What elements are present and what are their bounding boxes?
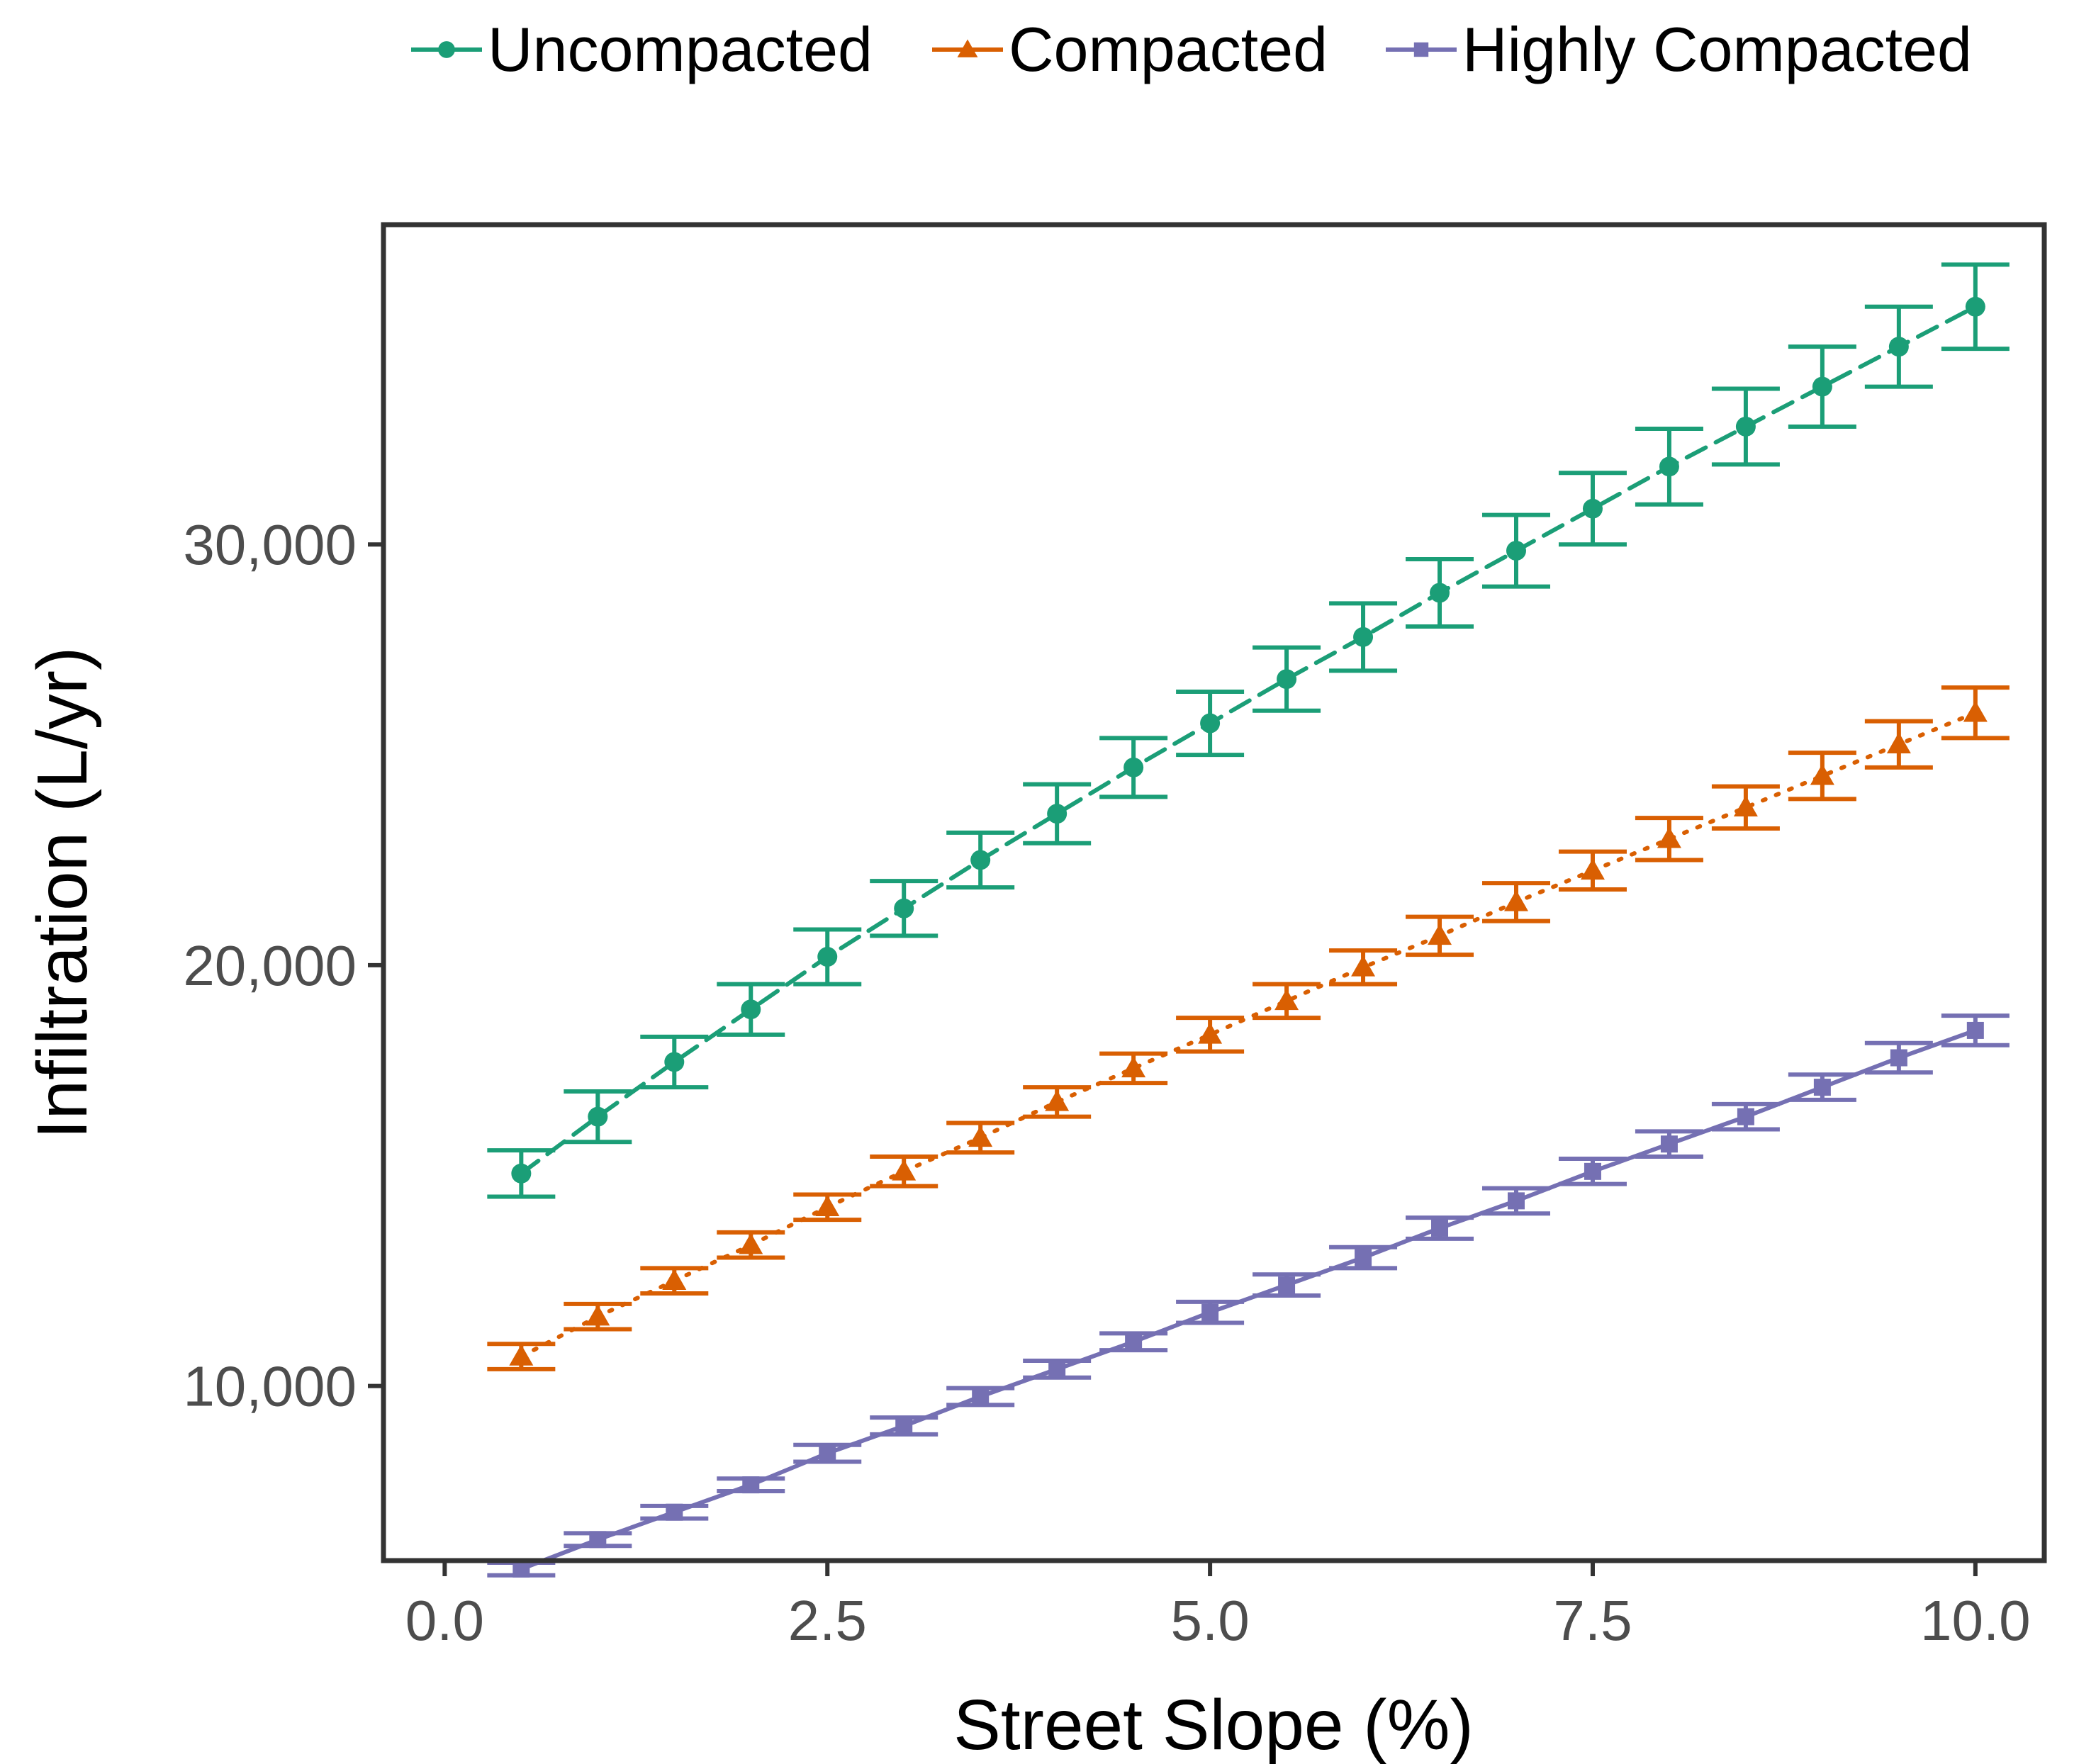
data-point <box>585 1305 610 1326</box>
legend-label: Uncompacted <box>488 14 873 84</box>
data-point <box>1048 1361 1065 1378</box>
data-point <box>589 1531 606 1548</box>
data-point <box>1963 701 1988 722</box>
data-point <box>1506 541 1526 561</box>
data-point <box>511 1164 531 1184</box>
data-point <box>1812 377 1832 397</box>
data-point <box>1657 827 1681 848</box>
data-point <box>1121 1056 1145 1077</box>
legend-item-uncompacted: Uncompacted <box>411 14 873 84</box>
x-axis-title: Street Slope (%) <box>953 1685 1474 1764</box>
legend-key-marker <box>438 41 455 58</box>
data-point <box>739 1233 763 1254</box>
legend-key-marker <box>1414 43 1428 57</box>
data-point <box>1814 1079 1831 1096</box>
data-point <box>1277 669 1296 689</box>
legend: Uncompacted Compacted Highly Compacted <box>411 14 1972 84</box>
data-point <box>1504 890 1528 911</box>
data-point <box>968 1125 992 1147</box>
data-point <box>741 999 761 1019</box>
data-point <box>1661 1135 1678 1152</box>
x-tick-label: 10.0 <box>1920 1589 2031 1652</box>
series-uncompacted <box>487 264 2009 1196</box>
data-point <box>1047 804 1067 824</box>
data-point <box>1659 456 1679 476</box>
data-point <box>972 1388 989 1405</box>
series-layer <box>487 264 2009 1577</box>
data-point <box>1581 858 1605 880</box>
data-point <box>1736 417 1756 437</box>
data-point <box>588 1107 607 1127</box>
data-point <box>1200 714 1220 734</box>
series-line-uncompacted <box>521 307 1975 1174</box>
data-point <box>1966 297 1985 317</box>
data-point <box>1045 1090 1069 1111</box>
y-tick-label: 30,000 <box>183 513 357 576</box>
data-point <box>742 1476 759 1493</box>
legend-label: Highly Compacted <box>1462 14 1972 84</box>
data-point <box>970 850 990 870</box>
y-tick-label: 20,000 <box>183 934 357 997</box>
data-point <box>1889 337 1909 356</box>
data-point <box>1734 795 1758 816</box>
data-point <box>1430 583 1450 602</box>
data-point <box>666 1504 683 1521</box>
data-point <box>817 947 837 967</box>
data-point <box>815 1195 839 1216</box>
data-point <box>1508 1192 1525 1209</box>
data-point <box>662 1269 686 1290</box>
x-tick-label: 5.0 <box>1170 1589 1249 1652</box>
data-point <box>1583 499 1603 519</box>
data-point <box>1201 1304 1218 1321</box>
data-point <box>1355 1249 1372 1266</box>
y-tick-label: 10,000 <box>183 1355 357 1418</box>
series-highly-compacted <box>487 1016 2009 1578</box>
data-point <box>1584 1163 1601 1180</box>
chart: Uncompacted Compacted Highly Compacted 0.0… <box>0 0 2079 1764</box>
data-point <box>892 1159 916 1181</box>
legend-item-highly-compacted: Highly Compacted <box>1386 14 1972 84</box>
x-tick-label: 7.5 <box>1553 1589 1632 1652</box>
data-point <box>1428 923 1452 945</box>
data-point <box>894 899 914 918</box>
data-point <box>509 1344 533 1366</box>
series-line-highly-compacted <box>521 1030 1975 1569</box>
y-axis: 10,000 20,000 30,000 <box>183 513 383 1417</box>
x-tick-label: 0.0 <box>405 1589 484 1652</box>
legend-label: Compacted <box>1009 14 1328 84</box>
series-compacted <box>487 687 2009 1369</box>
data-point <box>1431 1220 1448 1237</box>
data-point <box>1125 1333 1142 1350</box>
data-point <box>1890 1050 1907 1067</box>
data-point <box>895 1417 912 1434</box>
data-point <box>819 1445 836 1462</box>
data-point <box>1737 1108 1754 1125</box>
data-point <box>1123 758 1143 777</box>
data-point <box>1353 627 1373 647</box>
legend-item-compacted: Compacted <box>932 14 1328 84</box>
x-tick-label: 2.5 <box>788 1589 867 1652</box>
data-point <box>664 1052 684 1072</box>
data-point <box>1278 1276 1295 1293</box>
x-axis: 0.0 2.5 5.0 7.5 10.0 <box>405 1561 2031 1652</box>
y-axis-title: Infiltration (L/yr) <box>23 647 102 1140</box>
data-point <box>1967 1022 1984 1039</box>
